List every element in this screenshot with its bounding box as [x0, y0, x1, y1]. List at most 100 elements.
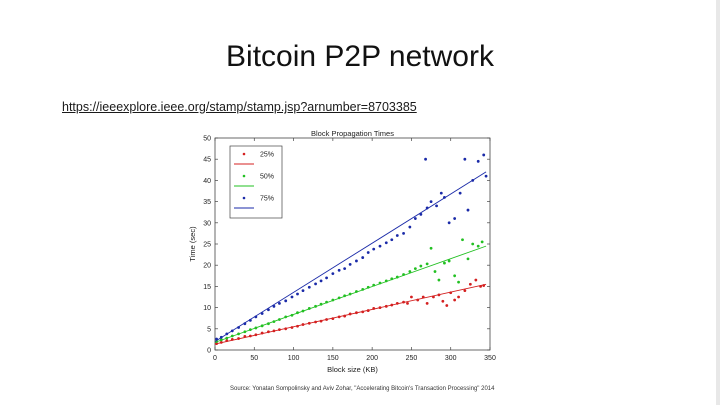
data-point-50pct	[355, 290, 358, 293]
data-point-75pct	[331, 272, 335, 276]
data-point-75pct	[378, 244, 382, 248]
data-point-75pct	[215, 337, 218, 341]
x-tick-label: 300	[445, 355, 457, 362]
data-point-25pct	[260, 331, 264, 335]
data-point-50pct	[325, 300, 328, 304]
data-point-25pct	[343, 314, 347, 318]
data-point-75pct	[372, 247, 376, 251]
data-point-25pct	[479, 285, 482, 288]
data-point-50pct	[267, 322, 270, 326]
data-point-25pct	[416, 298, 420, 302]
data-point-25pct	[457, 295, 460, 299]
data-point-25pct	[468, 282, 472, 286]
data-point-50pct	[425, 262, 429, 266]
data-point-50pct	[248, 328, 252, 332]
data-point-50pct	[219, 338, 223, 342]
data-point-50pct	[337, 296, 341, 300]
data-point-50pct	[372, 283, 376, 287]
data-point-25pct	[437, 293, 441, 297]
data-point-25pct	[325, 318, 328, 321]
data-point-50pct	[433, 270, 437, 273]
data-point-75pct	[453, 217, 457, 220]
x-tick-label: 50	[250, 355, 258, 362]
data-point-75pct	[337, 268, 341, 272]
data-point-25pct	[296, 324, 299, 328]
data-point-25pct	[361, 310, 365, 314]
data-point-75pct	[290, 295, 294, 299]
data-point-25pct	[366, 309, 370, 312]
y-tick-label: 5	[207, 326, 211, 333]
data-point-50pct	[453, 274, 457, 278]
fit-line-75pct	[214, 171, 487, 342]
data-point-25pct	[272, 329, 276, 333]
y-tick-label: 0	[207, 348, 211, 355]
data-point-25pct	[307, 321, 311, 325]
data-point-25pct	[425, 301, 429, 305]
data-point-75pct	[361, 256, 365, 259]
data-point-25pct	[395, 301, 399, 305]
data-point-75pct	[424, 157, 427, 161]
data-point-25pct	[331, 317, 335, 321]
data-point-75pct	[278, 301, 281, 305]
source-citation: Source: Yonatan Sompolinsky and Aviv Zoh…	[230, 386, 495, 392]
data-point-50pct	[443, 261, 446, 265]
data-point-25pct	[278, 328, 281, 332]
reference-link[interactable]: https://ieeexplore.ieee.org/stamp/stamp.…	[62, 100, 417, 114]
data-point-75pct	[254, 315, 258, 319]
data-point-25pct	[248, 334, 252, 338]
legend-box	[229, 145, 283, 219]
data-point-75pct	[463, 157, 467, 161]
x-axis-label: Block size (KB)	[327, 365, 378, 374]
data-point-50pct	[260, 324, 264, 328]
data-point-25pct	[301, 323, 305, 326]
data-point-75pct	[466, 208, 470, 212]
legend-label: 75%	[260, 196, 274, 203]
data-point-75pct	[402, 232, 405, 235]
x-tick-label: 100	[288, 355, 300, 362]
data-point-25pct	[432, 295, 435, 299]
data-point-25pct	[284, 327, 288, 331]
data-point-50pct	[447, 259, 451, 263]
data-point-75pct	[343, 267, 347, 270]
data-point-50pct	[408, 270, 412, 273]
data-point-50pct	[314, 304, 317, 308]
y-tick-label: 35	[203, 199, 211, 206]
data-point-75pct	[348, 262, 352, 266]
slide-title: Bitcoin P2P network	[226, 40, 494, 73]
data-point-50pct	[296, 311, 299, 315]
data-point-25pct	[410, 295, 413, 299]
data-point-50pct	[402, 273, 405, 276]
data-point-75pct	[248, 318, 252, 322]
y-tick-label: 30	[203, 220, 211, 227]
data-point-75pct	[237, 326, 240, 329]
data-point-25pct	[406, 301, 409, 305]
data-point-25pct	[474, 278, 478, 282]
legend-label: 25%	[260, 152, 274, 159]
data-point-25pct	[219, 340, 223, 344]
data-point-50pct	[319, 302, 323, 306]
data-point-50pct	[429, 246, 433, 250]
data-point-75pct	[301, 289, 305, 293]
data-point-50pct	[254, 326, 258, 330]
data-point-50pct	[413, 267, 417, 270]
data-point-75pct	[319, 279, 323, 283]
data-point-50pct	[331, 298, 335, 302]
y-tick-label: 15	[203, 284, 211, 291]
data-point-75pct	[325, 276, 328, 280]
data-point-75pct	[366, 251, 370, 254]
data-point-75pct	[307, 285, 311, 289]
data-point-25pct	[319, 319, 323, 323]
data-point-75pct	[314, 282, 317, 286]
data-point-50pct	[343, 294, 347, 298]
y-axis-label: Time (sec)	[188, 226, 197, 262]
data-point-50pct	[419, 264, 423, 268]
data-point-25pct	[372, 307, 376, 310]
data-point-25pct	[378, 306, 382, 309]
data-point-25pct	[421, 295, 425, 299]
data-point-50pct	[307, 307, 311, 310]
data-point-25pct	[237, 337, 240, 340]
legend-marker	[242, 196, 246, 200]
legend-marker	[242, 152, 246, 156]
data-point-50pct	[476, 244, 480, 248]
data-point-50pct	[230, 334, 234, 338]
